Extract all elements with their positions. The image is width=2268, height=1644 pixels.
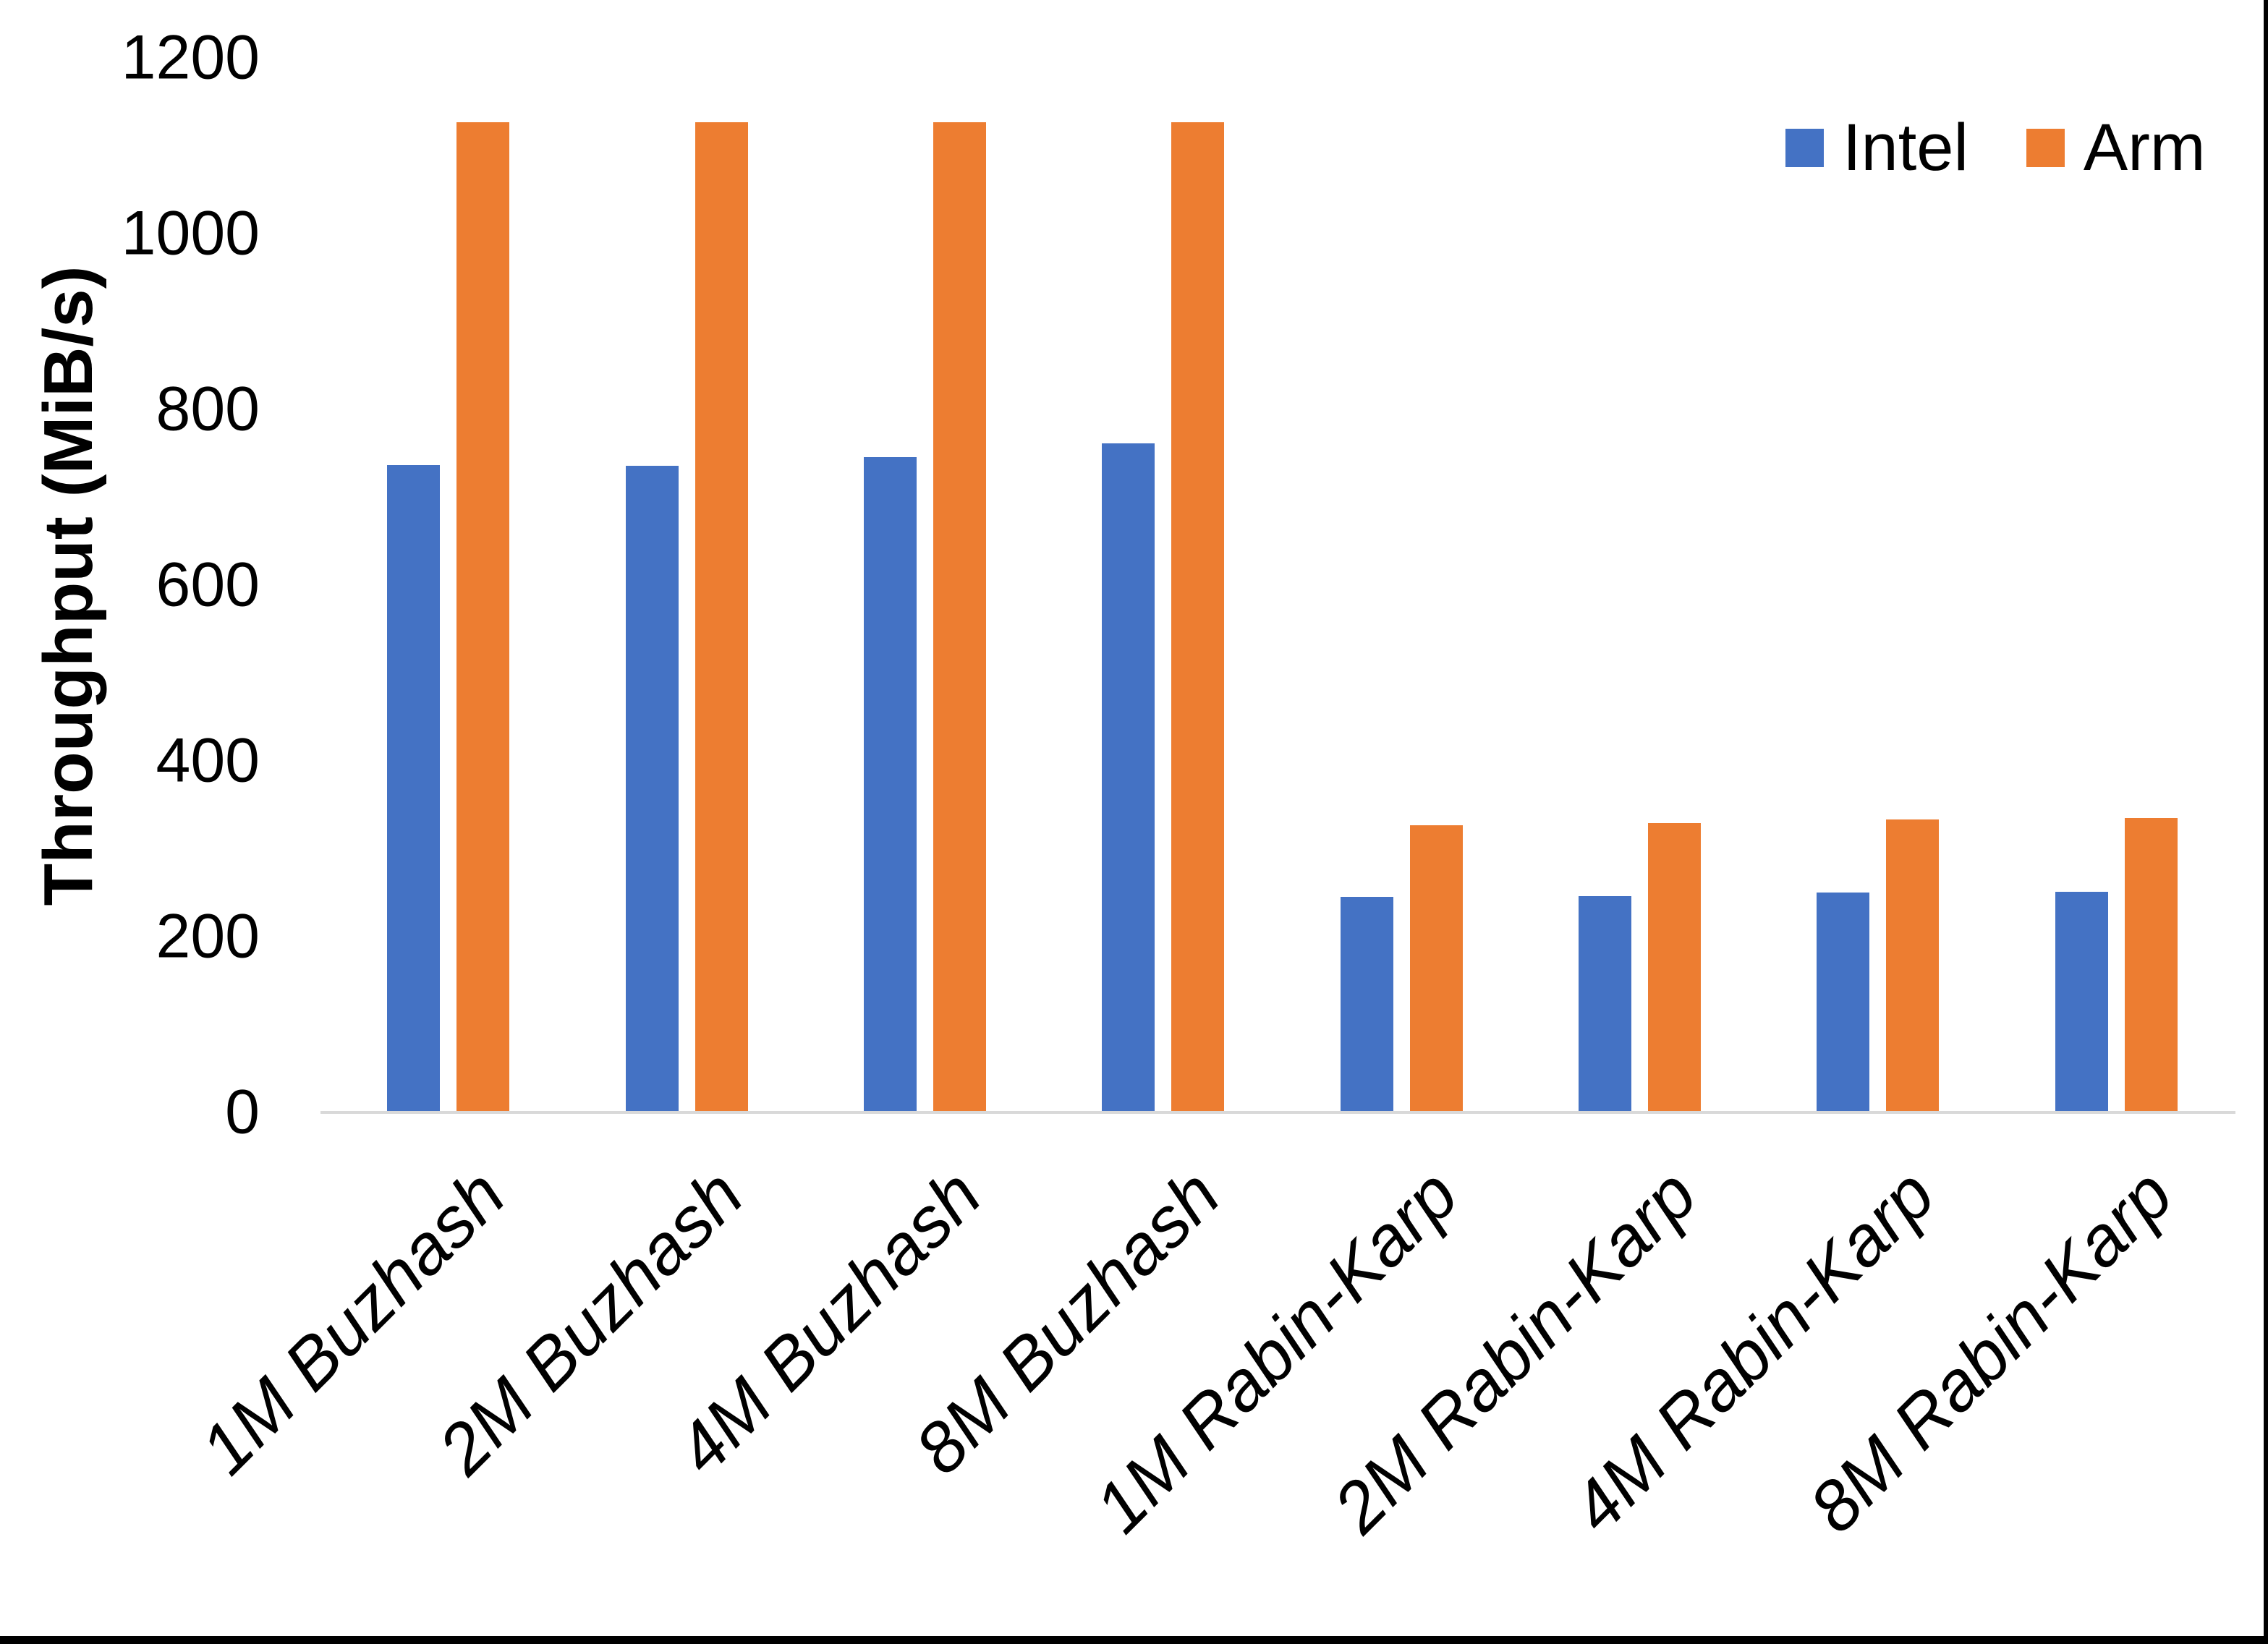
y-tick-label: 600 <box>156 550 260 620</box>
legend-label-arm: Arm <box>2083 111 2206 184</box>
x-category-label: 4M Buzhash <box>661 1154 996 1489</box>
legend-label-intel: Intel <box>1843 111 1968 184</box>
x-category-label: 2M Buzhash <box>422 1154 758 1489</box>
arm-bar <box>695 122 748 1112</box>
intel-bar <box>863 456 917 1112</box>
bar-group <box>1521 58 1759 1112</box>
y-tick-label: 0 <box>225 1077 260 1147</box>
y-tick-label: 800 <box>156 374 260 444</box>
intel-bar <box>2055 892 2108 1112</box>
bar-group <box>1044 58 1282 1112</box>
bar-group <box>1997 58 2235 1112</box>
intel-bar <box>1579 896 1632 1112</box>
y-tick-label: 400 <box>156 725 260 796</box>
arm-bar <box>456 122 510 1112</box>
intel-bar <box>1340 897 1393 1112</box>
x-category-label: 2M Rabin-Karp <box>1317 1154 1712 1548</box>
bar-group <box>1283 58 1521 1112</box>
x-category-label: 1M Buzhash <box>184 1154 520 1489</box>
intel-bar <box>625 465 679 1112</box>
x-category-label: 8M Rabin-Karp <box>1793 1154 2188 1548</box>
arm-bar <box>1648 823 1702 1112</box>
intel-bar <box>1102 443 1155 1112</box>
legend-item-arm: Arm <box>2026 114 2206 181</box>
x-category-label: 4M Rabin-Karp <box>1555 1154 1950 1548</box>
plot-area <box>320 58 2235 1114</box>
bar-group <box>329 58 567 1112</box>
x-category-label: 8M Buzhash <box>899 1154 1235 1489</box>
arm-bar <box>2124 817 2178 1112</box>
arm-bar <box>1886 819 1940 1112</box>
intel-bar <box>387 464 441 1112</box>
intel-bar <box>1817 893 1870 1112</box>
bar-group <box>1759 58 1997 1112</box>
bar-group <box>567 58 805 1112</box>
arm-series-swatch <box>2026 128 2065 167</box>
intel-series-swatch <box>1785 128 1824 167</box>
arm-bar <box>933 122 986 1112</box>
x-category-label: 1M Rabin-Karp <box>1079 1154 1473 1548</box>
y-tick-label: 1000 <box>121 198 260 268</box>
y-axis-title: Throughput (MiB/s) <box>30 265 107 906</box>
bar-group <box>806 58 1044 1112</box>
y-tick-label: 200 <box>156 901 260 971</box>
bar-groups <box>329 58 2235 1112</box>
arm-bar <box>1171 122 1225 1112</box>
x-axis-line <box>320 1111 2235 1114</box>
y-tick-label: 1200 <box>121 22 260 93</box>
legend-item-intel: Intel <box>1785 114 1968 181</box>
arm-bar <box>1409 825 1463 1112</box>
legend: Intel Arm <box>1785 114 2206 181</box>
